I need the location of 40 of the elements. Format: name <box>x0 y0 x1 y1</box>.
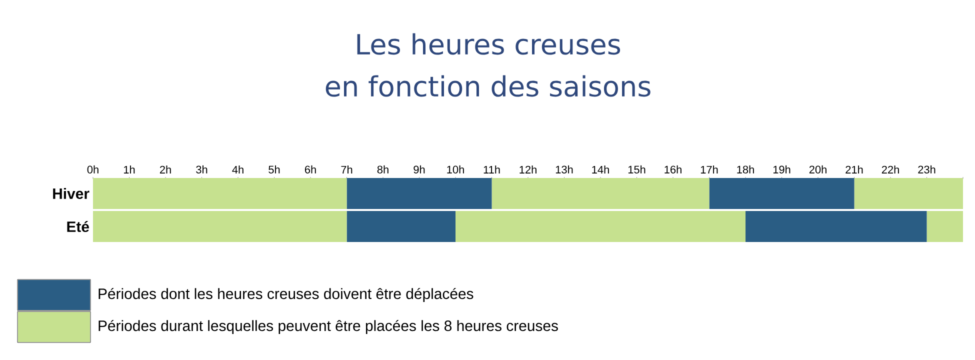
x-tick-label: 17h <box>700 166 718 174</box>
x-tick-label: 10h <box>447 165 464 174</box>
y-tick-label: Eté <box>67 220 89 232</box>
bar <box>709 178 854 210</box>
bar <box>346 210 456 242</box>
bar <box>854 178 964 210</box>
x-tick-label: 15h <box>628 165 646 174</box>
x-tick-label: 11h <box>484 166 500 174</box>
bar <box>492 178 710 210</box>
legend-label: Périodes dont les heures creuses doivent être déplacées <box>98 288 474 302</box>
x-tick-label: 19h <box>773 165 790 174</box>
bar <box>93 210 347 242</box>
bar <box>346 178 492 210</box>
x-tick-label: 7h <box>341 166 352 174</box>
x-tick-label: 5h <box>268 165 280 174</box>
x-tick-label: 9h <box>414 165 425 174</box>
x-tick-label: 1h <box>124 166 135 174</box>
x-tick-label: 23h <box>918 165 936 174</box>
x-tick-label: 21h <box>846 166 863 174</box>
x-tick-label: 12h <box>520 166 536 174</box>
x-tick-label: 0h <box>87 165 98 174</box>
x-tick-label: 2h <box>160 166 171 174</box>
x-tick-label: 6h <box>304 165 316 174</box>
chart-subtitle: en fonction des saisons <box>326 75 650 97</box>
x-tick-label: 14h <box>592 166 609 174</box>
x-tick-label: 20h <box>809 165 826 174</box>
legend-label: Périodes durant lesquelles peuvent être placées les 8 heures creuses <box>98 320 558 334</box>
x-tick-label: 18h <box>737 165 754 174</box>
chart-title: Les heures creuses <box>357 33 620 55</box>
bar <box>926 210 964 242</box>
x-tick-label: 16h <box>664 165 682 174</box>
y-tick-label: Hiver <box>53 188 90 199</box>
x-tick-label: 3h <box>196 165 208 174</box>
bar <box>93 178 347 210</box>
bar <box>746 210 927 242</box>
x-tick-label: 22h <box>882 166 899 174</box>
x-tick-label: 4h <box>232 166 244 174</box>
bar <box>456 210 746 242</box>
x-tick-label: 8h <box>377 165 388 174</box>
x-tick-label: 13h <box>556 165 573 174</box>
